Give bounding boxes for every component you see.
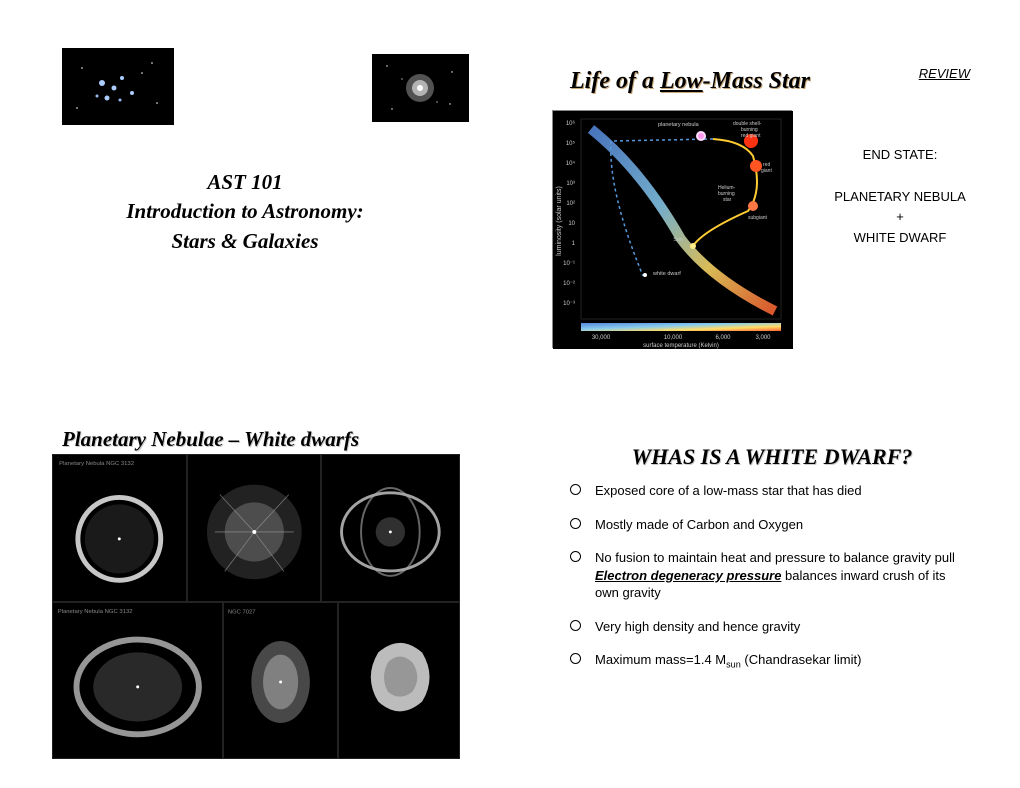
svg-text:Sun: Sun (673, 237, 683, 243)
low-mass-star-slide: Life of a Low-Mass Star REVIEW 10⁶ 10⁵ 1… (510, 0, 1020, 394)
svg-text:10⁴: 10⁴ (566, 160, 576, 167)
slide-title-low-mass: Life of a Low-Mass Star (570, 68, 810, 95)
bullet-text-2: Mostly made of Carbon and Oxygen (595, 516, 970, 534)
svg-text:10⁻²: 10⁻² (563, 281, 575, 287)
nebula-image-1: Planetary Nebula NGC 3132 (52, 454, 187, 602)
svg-text:red giant: red giant (741, 133, 761, 139)
svg-text:star: star (723, 197, 732, 203)
svg-text:3,000: 3,000 (755, 335, 771, 341)
chandrasekar-text: (Chandrasekar limit) (741, 652, 862, 667)
course-code: AST 101 (60, 168, 430, 197)
end-state-label: END STATE: (810, 145, 990, 166)
nebula-image-grid: Planetary Nebula NGC 3132 Planetary Nebu… (52, 454, 460, 759)
sun-subscript: sun (726, 660, 741, 670)
white-dwarf-slide: WHAS IS A WHITE DWARF? Exposed core of a… (510, 394, 1020, 788)
svg-text:planetary nebula: planetary nebula (658, 122, 700, 128)
bullet-text-4: Very high density and hence gravity (595, 618, 970, 636)
svg-text:10: 10 (568, 221, 575, 227)
bullet-text-3: No fusion to maintain heat and pressure … (595, 549, 970, 602)
svg-text:10⁶: 10⁶ (566, 120, 576, 127)
bullet-text-1: Exposed core of a low-mass star that has… (595, 482, 970, 500)
slide-title-nebulae: Planetary Nebulae – White dwarfs (62, 427, 359, 452)
nebula-image-6 (338, 602, 460, 759)
bullet-marker-icon (570, 484, 581, 495)
svg-text:10²: 10² (566, 201, 575, 207)
svg-text:white dwarf: white dwarf (652, 271, 681, 277)
title-suffix: -Mass Star (703, 68, 810, 94)
nebula-image-5: NGC 7027 (223, 602, 337, 759)
svg-text:giant: giant (761, 168, 772, 174)
bullet-marker-icon (570, 551, 581, 562)
title-prefix: Life of a (570, 68, 660, 94)
nebulae-slide: Planetary Nebulae – White dwarfs Planeta… (0, 394, 510, 788)
svg-text:30,000: 30,000 (592, 335, 611, 341)
course-subtitle-2: Stars & Galaxies (60, 227, 430, 256)
bullet-marker-icon (570, 518, 581, 529)
end-state-plus: + (810, 207, 990, 228)
review-label: REVIEW (919, 66, 970, 81)
course-title: AST 101 Introduction to Astronomy: Stars… (60, 168, 430, 256)
end-state-dwarf: WHITE DWARF (810, 228, 990, 249)
svg-text:subgiant: subgiant (748, 215, 768, 221)
end-state-nebula: PLANETARY NEBULA (810, 187, 990, 208)
svg-text:surface temperature (Kelvin): surface temperature (Kelvin) (643, 343, 719, 349)
svg-text:10⁵: 10⁵ (566, 140, 576, 147)
bullet-marker-icon (570, 620, 581, 631)
bullet-list: Exposed core of a low-mass star that has… (570, 482, 970, 687)
svg-text:Planetary Nebula NGC 3132: Planetary Nebula NGC 3132 (59, 461, 134, 467)
bullet-1: Exposed core of a low-mass star that has… (570, 482, 970, 500)
bullet-text-5: Maximum mass=1.4 Msun (Chandrasekar limi… (595, 651, 970, 671)
nebula-image-2 (187, 454, 322, 602)
svg-text:Planetary Nebula NGC 3132: Planetary Nebula NGC 3132 (58, 609, 133, 615)
svg-text:10³: 10³ (566, 181, 575, 187)
bullet-4: Very high density and hence gravity (570, 618, 970, 636)
svg-text:10⁻³: 10⁻³ (563, 301, 575, 307)
emphasis-text: Electron degeneracy pressure (595, 568, 781, 583)
svg-text:6,000: 6,000 (715, 335, 731, 341)
svg-text:luminosity (solar units): luminosity (solar units) (556, 186, 563, 256)
star-cluster-image-1 (62, 48, 174, 125)
nebula-image-4: Planetary Nebula NGC 3132 (52, 602, 223, 759)
hr-diagram: 10⁶ 10⁵ 10⁴ 10³ 10² 10 1 10⁻¹ 10⁻² 10⁻³ … (552, 110, 792, 348)
slide-title-white-dwarf: WHAS IS A WHITE DWARF? (572, 444, 972, 470)
svg-text:10,000: 10,000 (664, 335, 683, 341)
bullet-2: Mostly made of Carbon and Oxygen (570, 516, 970, 534)
bullet-3: No fusion to maintain heat and pressure … (570, 549, 970, 602)
title-low-underline: Low (660, 68, 703, 94)
nebula-image-3 (321, 454, 460, 602)
svg-text:10⁻¹: 10⁻¹ (563, 261, 575, 267)
bullet-5: Maximum mass=1.4 Msun (Chandrasekar limi… (570, 651, 970, 671)
bullet-marker-icon (570, 653, 581, 664)
svg-text:NGC 7027: NGC 7027 (228, 610, 256, 616)
bullet-3-line1: No fusion to maintain heat and pressure … (595, 550, 955, 565)
end-state-text: END STATE: PLANETARY NEBULA + WHITE DWAR… (810, 145, 990, 249)
star-cluster-image-2 (372, 54, 469, 122)
course-subtitle-1: Introduction to Astronomy: (60, 197, 430, 226)
bullet-5-text: Maximum mass=1.4 M (595, 652, 726, 667)
title-slide: AST 101 Introduction to Astronomy: Stars… (0, 0, 510, 394)
